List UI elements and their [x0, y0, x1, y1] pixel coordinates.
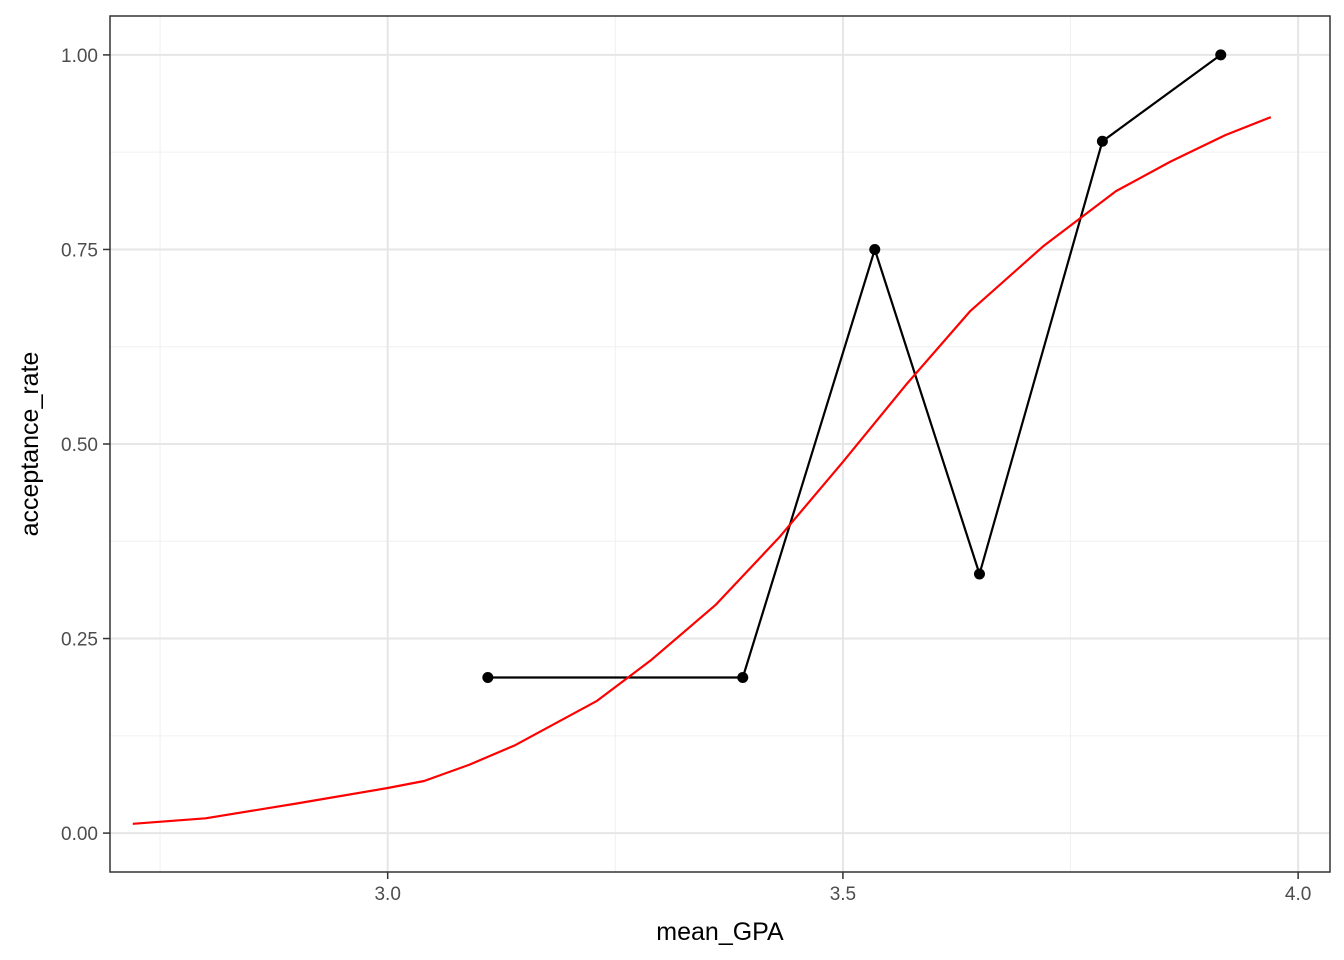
data-point-observed: [1215, 49, 1227, 61]
axis-ticks: [103, 54, 1299, 879]
x-tick-label: 3.0: [374, 884, 400, 905]
data-point-observed: [973, 568, 985, 580]
y-tick-label: 0.50: [61, 435, 98, 456]
data-point-observed: [1096, 135, 1108, 147]
series-layer: [132, 49, 1272, 825]
y-tick-label: 0.00: [61, 824, 98, 845]
major-gridlines: [110, 16, 1330, 872]
data-point-observed: [869, 243, 881, 255]
y-tick-label: 0.75: [61, 240, 98, 261]
x-tick-label: 4.0: [1285, 884, 1311, 905]
y-tick-label: 1.00: [61, 46, 98, 67]
data-point-observed: [482, 671, 494, 683]
x-axis-title: mean_GPA: [656, 918, 784, 946]
y-axis-title: acceptance_rate: [16, 352, 44, 537]
data-point-observed: [737, 671, 749, 683]
series-line-observed: [487, 54, 1222, 679]
y-tick-label: 0.25: [61, 630, 98, 651]
series-line-fitted: [132, 116, 1272, 825]
x-tick-label: 3.5: [830, 884, 856, 905]
tick-labels: 3.0 3.5 4.0 0.00 0.25 0.50 0.75 1.00: [61, 46, 1311, 905]
